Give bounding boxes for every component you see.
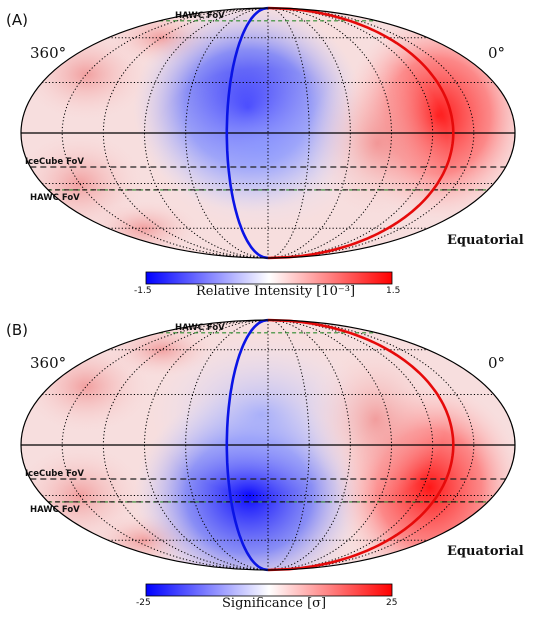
colorbar-min-label: -25 xyxy=(136,598,151,608)
ra-left-label: 360° xyxy=(30,44,67,62)
mollweide-outline xyxy=(20,319,516,571)
skymap-b: HAWC FoV IceCube FoV HAWC FoV xyxy=(20,318,516,597)
hawc-fov-top-label: HAWC FoV xyxy=(175,11,225,21)
icecube-fov-label: IceCube FoV xyxy=(25,469,84,479)
ra-left-label: 360° xyxy=(30,354,67,372)
colorbar-min-label: -1.5 xyxy=(134,286,152,296)
mollweide-outline xyxy=(20,7,516,259)
colorbar-title: Relative Intensity [10⁻³] xyxy=(196,284,356,299)
red-dipole-curve xyxy=(267,318,455,572)
skymap-a: HAWC FoV IceCube FoV HAWC FoV xyxy=(20,6,516,285)
icecube-fov-label: IceCube FoV xyxy=(25,157,84,167)
frame-label: Equatorial xyxy=(447,544,524,559)
blue-dipole-curve xyxy=(225,6,269,260)
hawc-fov-bottom-label: HAWC FoV xyxy=(30,505,80,515)
colorbar-title: Significance [σ] xyxy=(222,596,327,611)
colorbar xyxy=(145,583,393,597)
frame-label: Equatorial xyxy=(447,233,524,248)
hawc-fov-bottom-label: HAWC FoV xyxy=(30,193,80,203)
ra-right-label: 0° xyxy=(488,354,506,372)
panel-a: HAWC FoV IceCube FoV HAWC FoV (A) 360° 0° … xyxy=(6,6,524,299)
ra-right-label: 0° xyxy=(488,44,506,62)
colorbar-max-label: 1.5 xyxy=(386,286,401,296)
panel-b: HAWC FoV IceCube FoV HAWC FoV (B) 360° 0° … xyxy=(0,312,540,627)
colorbar-max-label: 25 xyxy=(386,598,398,608)
blue-dipole-curve xyxy=(225,318,269,572)
hawc-fov-top-label: HAWC FoV xyxy=(175,323,225,333)
panel-label: (B) xyxy=(6,321,28,339)
colorbar xyxy=(145,271,393,285)
red-dipole-curve xyxy=(267,6,455,260)
panel-label: (A) xyxy=(6,11,28,29)
